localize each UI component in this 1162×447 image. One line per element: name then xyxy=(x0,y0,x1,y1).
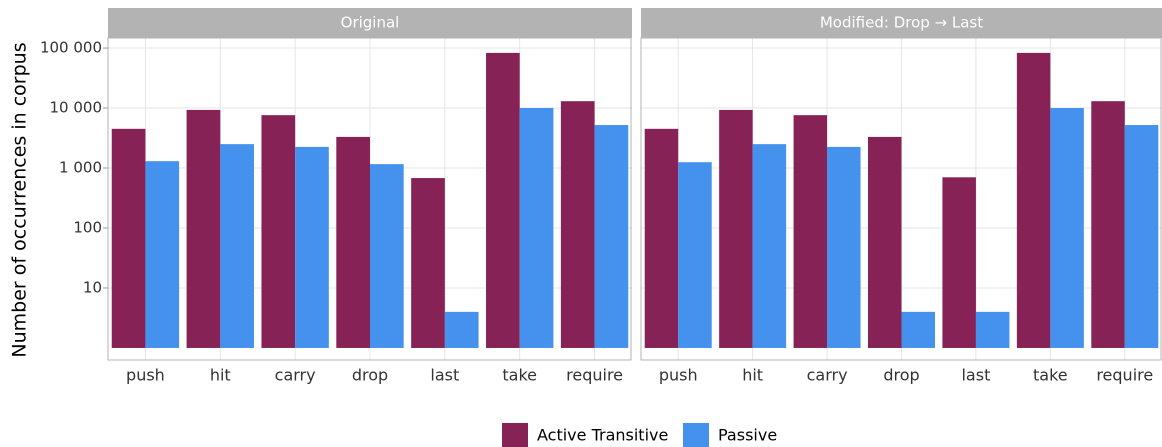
y-tick-label: 10 xyxy=(83,278,102,296)
y-tick-label: 1 000 xyxy=(59,159,102,177)
x-tick-label: require xyxy=(566,366,623,385)
bar xyxy=(560,101,595,348)
legend-swatch xyxy=(502,423,528,447)
bar xyxy=(1016,52,1051,348)
y-tick-label: 100 xyxy=(73,218,102,236)
x-tick-label: push xyxy=(659,366,698,385)
bar xyxy=(901,311,935,348)
legend-label: Active Transitive xyxy=(537,426,668,445)
bar xyxy=(644,128,679,348)
bar xyxy=(827,146,861,348)
bar xyxy=(220,144,254,348)
bar xyxy=(145,161,180,348)
strip-title: Modified: Drop → Last xyxy=(820,14,983,32)
bar xyxy=(678,162,712,348)
x-tick-label: push xyxy=(126,366,165,385)
x-tick-label: hit xyxy=(210,366,231,385)
bar xyxy=(719,109,753,348)
bar xyxy=(594,125,629,348)
bar xyxy=(752,144,787,348)
bar xyxy=(975,311,1010,348)
bar xyxy=(111,128,146,348)
x-tick-label: hit xyxy=(742,366,763,385)
y-tick-label: 100 000 xyxy=(40,39,102,57)
legend-swatch xyxy=(683,423,709,447)
bar xyxy=(295,146,329,348)
y-tick-label: 10 000 xyxy=(50,99,103,117)
bar xyxy=(486,52,520,348)
legend-label: Passive xyxy=(718,426,777,445)
bar xyxy=(444,311,479,348)
x-tick-label: carry xyxy=(807,366,848,385)
x-tick-label: take xyxy=(1033,366,1068,385)
x-tick-label: carry xyxy=(275,366,316,385)
bar xyxy=(411,178,445,348)
panel-border xyxy=(640,37,1162,361)
strip xyxy=(641,8,1162,38)
bar xyxy=(261,115,296,348)
strip xyxy=(108,8,632,38)
x-tick-label: drop xyxy=(352,366,388,385)
bar xyxy=(336,136,370,348)
panel-border xyxy=(107,37,632,361)
bar xyxy=(868,136,902,348)
x-tick-label: require xyxy=(1096,366,1153,385)
bar xyxy=(942,177,976,348)
strip-title: Original xyxy=(341,14,400,32)
y-axis-title: Number of occurrences in corpus xyxy=(9,42,31,357)
bar xyxy=(186,109,221,348)
bar xyxy=(519,108,554,348)
bar xyxy=(793,115,828,348)
bar xyxy=(1091,101,1125,348)
x-tick-label: drop xyxy=(883,366,919,385)
x-tick-label: last xyxy=(430,366,459,385)
x-tick-label: last xyxy=(961,366,990,385)
bar xyxy=(1124,125,1159,348)
bar xyxy=(1050,108,1084,348)
x-tick-label: take xyxy=(502,366,537,385)
bar xyxy=(370,164,404,348)
